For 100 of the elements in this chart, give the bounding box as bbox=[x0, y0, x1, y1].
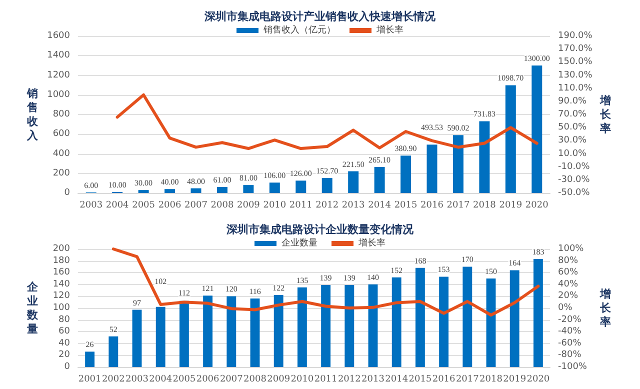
y-tick-label: 0 bbox=[64, 188, 70, 198]
y2-tick-label: 30.0% bbox=[558, 136, 588, 146]
x-tick-label: 2020 bbox=[526, 374, 550, 384]
x-tick-label: 2019 bbox=[499, 200, 522, 210]
y2-axis-title: 增长率 bbox=[599, 94, 612, 135]
bar bbox=[368, 284, 378, 367]
bar bbox=[85, 352, 95, 367]
line-series bbox=[116, 93, 538, 150]
y2-tick-label: 190.0% bbox=[558, 31, 593, 41]
x-tick-label: 2020 bbox=[525, 200, 549, 210]
y-tick-label: 800 bbox=[52, 110, 70, 120]
x-tick-label: 2011 bbox=[314, 374, 338, 384]
data-label: 152.70 bbox=[316, 166, 338, 176]
x-tick-label: 2018 bbox=[480, 374, 503, 384]
bar bbox=[392, 277, 402, 367]
y-axis-title: 销售收入 bbox=[26, 87, 39, 142]
y2-tick-label: -50.0% bbox=[558, 188, 590, 198]
x-tick-label: 2012 bbox=[316, 200, 339, 210]
x-tick-label: 2002 bbox=[102, 374, 125, 384]
bar bbox=[486, 278, 496, 367]
data-label: 139 bbox=[343, 273, 356, 282]
chart-title: 深圳市集成电路设计企业数量变化情况 bbox=[226, 223, 414, 236]
y2-tick-label: 70.0% bbox=[558, 110, 588, 120]
data-label: 731.83 bbox=[473, 110, 496, 119]
bar bbox=[374, 166, 385, 193]
data-label: 122 bbox=[272, 284, 285, 293]
bar bbox=[216, 187, 228, 193]
x-tick-label: 2016 bbox=[432, 374, 456, 384]
bar bbox=[462, 266, 472, 367]
x-tick-label: 2015 bbox=[394, 200, 418, 210]
bar bbox=[296, 180, 306, 193]
x-tick-label: 2013 bbox=[362, 374, 385, 384]
data-label: 81.00 bbox=[239, 174, 258, 183]
x-tick-label: 2007 bbox=[220, 374, 244, 384]
x-tick-label: 2012 bbox=[338, 374, 361, 384]
bar bbox=[344, 284, 354, 367]
y-tick-label: 160 bbox=[52, 268, 70, 278]
y2-tick-label: 130.0% bbox=[558, 70, 593, 80]
data-label: 6.00 bbox=[84, 180, 98, 190]
x-tick-label: 2013 bbox=[342, 200, 366, 210]
bar bbox=[533, 259, 543, 367]
y-tick-label: 20 bbox=[58, 350, 70, 360]
data-label: 183 bbox=[532, 248, 544, 257]
y-tick-label: 1000 bbox=[47, 90, 70, 100]
y-tick-label: 200 bbox=[52, 168, 70, 178]
x-tick-label: 2010 bbox=[290, 374, 314, 384]
data-label: 168 bbox=[414, 256, 426, 266]
x-tick-label: 2008 bbox=[244, 374, 267, 384]
data-label: 170 bbox=[461, 255, 474, 264]
data-label: 52 bbox=[109, 324, 118, 334]
data-label: 164 bbox=[508, 258, 521, 268]
bar bbox=[322, 178, 332, 193]
bar bbox=[415, 268, 425, 367]
y2-tick-label: 60% bbox=[558, 268, 578, 278]
x-tick-label: 2009 bbox=[267, 374, 290, 384]
bar bbox=[510, 270, 520, 367]
data-label: 61.00 bbox=[213, 176, 232, 185]
data-label: 40.00 bbox=[160, 178, 179, 187]
data-label: 10.00 bbox=[108, 180, 126, 190]
bar bbox=[226, 296, 236, 367]
x-tick-label: 2016 bbox=[420, 200, 444, 210]
data-label: 126.00 bbox=[290, 169, 312, 178]
y2-tick-label: 20% bbox=[558, 291, 578, 302]
legend-label: 销售收入（亿元） bbox=[262, 24, 336, 36]
bar bbox=[348, 171, 359, 193]
bar bbox=[274, 295, 284, 367]
data-label: 590.02 bbox=[447, 124, 470, 133]
bar bbox=[138, 190, 149, 193]
bar bbox=[505, 85, 516, 193]
data-label: 26 bbox=[86, 340, 94, 350]
bar bbox=[203, 296, 213, 367]
legend-label: 增长率 bbox=[376, 24, 404, 36]
data-label: 153 bbox=[438, 265, 450, 274]
y2-tick-label: -40% bbox=[558, 326, 582, 337]
legend-label: 企业数量 bbox=[282, 238, 318, 248]
y-tick-label: 1200 bbox=[47, 70, 70, 80]
y2-tick-label: 40% bbox=[558, 279, 578, 290]
y-tick-label: 1600 bbox=[47, 31, 70, 41]
bar bbox=[426, 144, 438, 193]
data-label: 120 bbox=[225, 284, 238, 294]
legend-label: 增长率 bbox=[358, 238, 386, 248]
x-tick-label: 2007 bbox=[184, 200, 208, 210]
x-tick-label: 2004 bbox=[106, 200, 130, 210]
bar bbox=[108, 336, 118, 367]
x-tick-label: 2017 bbox=[456, 374, 480, 384]
y2-tick-label: -20% bbox=[558, 314, 582, 325]
data-label: 1098.70 bbox=[498, 74, 524, 83]
data-label: 48.00 bbox=[187, 176, 205, 186]
y-axis-title: 企业数量 bbox=[26, 280, 39, 336]
x-tick-label: 2004 bbox=[149, 374, 172, 384]
bar bbox=[439, 276, 449, 367]
bar bbox=[156, 306, 166, 367]
y2-tick-label: -60% bbox=[558, 338, 582, 348]
data-label: 493.53 bbox=[421, 122, 443, 132]
data-label: 150 bbox=[485, 267, 497, 276]
bar bbox=[132, 310, 142, 367]
x-tick-label: 2018 bbox=[472, 200, 496, 210]
y-tick-label: 100 bbox=[52, 303, 70, 313]
y-tick-label: 200 bbox=[52, 244, 70, 254]
data-label: 112 bbox=[178, 288, 190, 298]
